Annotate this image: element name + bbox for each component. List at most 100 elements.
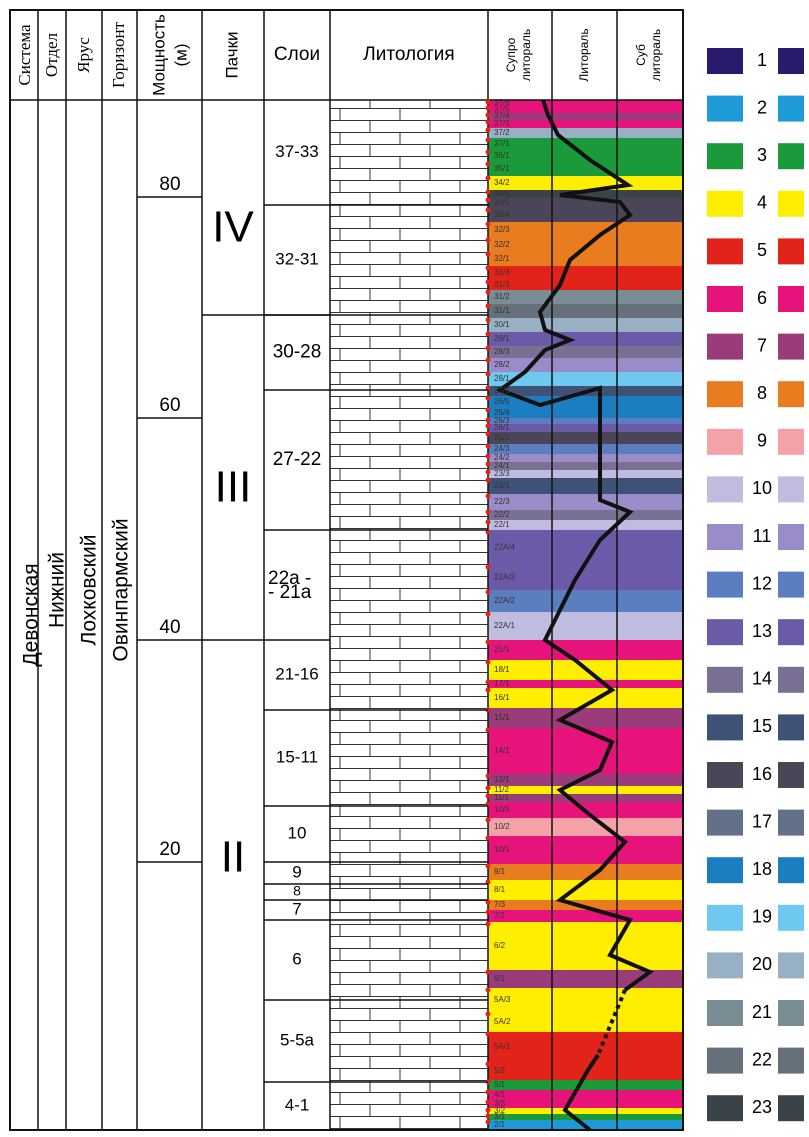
band-label: 7/1 <box>494 911 506 920</box>
band-label: 32/4 <box>494 210 510 219</box>
facies-band <box>488 680 683 688</box>
sample-dot <box>486 836 491 841</box>
sample-dot <box>486 612 491 617</box>
sample-dot <box>486 418 491 423</box>
band-label: 33/1 <box>494 198 510 207</box>
pack-label: IV <box>212 203 254 252</box>
band-label: 35/1 <box>494 164 510 173</box>
band-label: 15/1 <box>494 713 510 722</box>
sample-dot <box>486 864 491 869</box>
facies-band <box>488 1080 683 1090</box>
facies-band <box>488 565 683 590</box>
sample-dot <box>486 565 491 570</box>
legend-swatch <box>778 524 804 550</box>
legend-swatch <box>778 48 804 74</box>
band-label: 23/1 <box>494 481 510 490</box>
band-label: 8/1 <box>494 885 506 894</box>
thickness-label: 60 <box>159 395 180 416</box>
facies-band <box>488 988 683 1012</box>
facies-band <box>488 728 683 774</box>
band-label: 22А/3 <box>494 573 515 582</box>
band-label: 17/1 <box>494 679 510 688</box>
sample-dot <box>486 1012 491 1017</box>
legend-label: 1 <box>757 50 767 70</box>
header: Система Отдел Ярус Горизонт <box>15 21 128 88</box>
legend-swatch <box>778 952 804 978</box>
band-label: 5А/3 <box>494 995 511 1004</box>
band-label: 34/2 <box>494 178 510 187</box>
band-label: 34/1 <box>494 189 510 198</box>
legend-swatch <box>707 857 743 883</box>
band-label: 10/3 <box>494 805 510 814</box>
band-label: 12/1 <box>494 775 510 784</box>
legend-swatch <box>707 1000 743 1026</box>
band-label: 30/1 <box>494 320 510 329</box>
sample-dot <box>486 113 491 118</box>
facies-band <box>488 910 683 922</box>
legend-swatch <box>707 619 743 645</box>
band-label: 31/3 <box>494 280 510 289</box>
facies-band <box>488 640 683 660</box>
facies-band <box>488 418 683 424</box>
legend-label: 19 <box>752 907 772 927</box>
sample-dot <box>486 120 491 125</box>
facies-band <box>488 970 683 988</box>
layer-label: 6 <box>292 949 301 968</box>
facies-band <box>488 432 683 444</box>
legend-swatch <box>778 334 804 360</box>
band-label: 6/1 <box>494 974 506 983</box>
legend-label: 18 <box>752 859 772 879</box>
sample-dot <box>486 1100 491 1105</box>
band-label: 36/1 <box>494 151 510 160</box>
sample-dot <box>486 1062 491 1067</box>
facies-band <box>488 358 683 372</box>
legend-swatch <box>707 48 743 74</box>
header-cell: литораль <box>649 29 663 81</box>
legend-label: 21 <box>752 1002 772 1022</box>
sample-dot <box>486 332 491 337</box>
facies-band <box>488 106 683 113</box>
sample-dot <box>486 470 491 475</box>
sample-dot <box>486 494 491 499</box>
legend-swatch <box>778 619 804 645</box>
legend-swatch <box>778 1095 804 1121</box>
facies-band <box>488 120 683 128</box>
legend-swatch <box>778 714 804 740</box>
sample-dot <box>486 252 491 257</box>
band-label: 32/3 <box>494 225 510 234</box>
band-label: 5А/1 <box>494 1042 511 1051</box>
thickness-label: 20 <box>159 839 180 860</box>
header-cell: Горизонт <box>109 21 128 88</box>
sample-dot <box>486 794 491 799</box>
sample-dot <box>486 396 491 401</box>
facies-band <box>488 794 683 802</box>
sample-dot <box>486 238 491 243</box>
legend-swatch <box>707 381 743 407</box>
legend-label: 15 <box>752 716 772 736</box>
facies-band <box>488 222 683 238</box>
sample-dot <box>486 970 491 975</box>
facies-band <box>488 318 683 332</box>
legend-swatch <box>707 143 743 169</box>
band-label: 22/1 <box>494 520 510 529</box>
facies-band <box>488 1090 683 1100</box>
horizon-name: Овинпармский <box>110 518 133 661</box>
legend-label: 13 <box>752 621 772 641</box>
band-label: 22А/4 <box>494 543 515 552</box>
facies-band <box>488 510 683 520</box>
legend-label: 7 <box>757 335 767 355</box>
band-label: 14/1 <box>494 746 510 755</box>
legend-label: 14 <box>752 669 772 689</box>
band-label: 22А/1 <box>494 621 515 630</box>
band-label: 31/1 <box>494 306 510 315</box>
sample-dot <box>486 774 491 779</box>
sample-dot <box>486 1108 491 1113</box>
legend-label: 8 <box>757 383 767 403</box>
header-cell: Супро <box>504 37 518 72</box>
sample-dot <box>486 1032 491 1037</box>
sample-dot <box>486 358 491 363</box>
band-label: 2/1 <box>494 1120 506 1129</box>
layer-label: 21-16 <box>275 664 318 683</box>
legend-swatch <box>778 143 804 169</box>
layer-label: 7 <box>292 899 301 918</box>
